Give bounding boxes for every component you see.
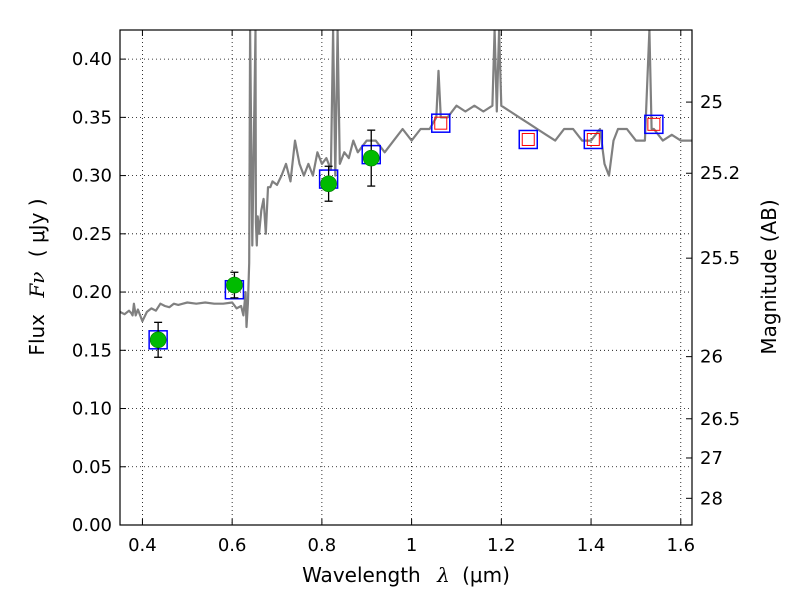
y2-tick-label: 26.5	[700, 409, 740, 430]
observed-flux-point	[149, 331, 167, 349]
x-tick-label: 1	[406, 535, 417, 556]
plot-area	[120, 30, 692, 358]
y-axis-label-symbol: Fν	[25, 272, 49, 299]
observed-flux-point	[362, 149, 380, 167]
model-square-point	[518, 129, 539, 150]
y2-tick-label: 25.5	[700, 248, 740, 269]
y-tick-label: 0.35	[72, 107, 112, 128]
x-tick-label: 0.8	[308, 535, 337, 556]
x-tick-label: 0.4	[128, 535, 157, 556]
y-tick-label: 0.20	[72, 282, 112, 303]
observed-flux-point	[320, 175, 337, 193]
model-square-point	[431, 113, 451, 133]
x-tick-label: 0.6	[218, 535, 247, 556]
x-axis-label: Wavelength λ (μm)	[302, 563, 510, 587]
plot-frame	[119, 29, 693, 526]
y-tick-label: 0.15	[72, 340, 112, 361]
upper-limit-square-point	[586, 132, 600, 146]
upper-limit-square-point	[521, 132, 535, 146]
y-tick-label: 0.05	[72, 457, 112, 478]
x-tick-label: 1.6	[666, 535, 695, 556]
y-tick-label: 0.25	[72, 224, 112, 245]
y-tick-label: 0.30	[72, 166, 112, 187]
x-axis-label-symbol: λ	[436, 563, 450, 587]
y2-tick-label: 25	[700, 92, 723, 113]
y-tick-label: 0.40	[72, 49, 112, 70]
upper-limit-square-point	[434, 116, 448, 130]
tick-labels: 0.4 0.6 0.8 1 1.2 1.4 1.6 0.00 0.05 0.10 0.15 0.20 0…	[72, 49, 740, 556]
y-axis-label-text: Flux	[25, 314, 49, 356]
upper-limit-square-point	[647, 117, 661, 131]
y-tick-label: 0.00	[72, 515, 112, 536]
y2-tick-label: 28	[700, 488, 723, 509]
model-square-point	[583, 129, 604, 150]
ticks	[120, 30, 692, 526]
y2-tick-label: 27	[700, 448, 723, 469]
x-axis-label-text: Wavelength	[302, 563, 421, 587]
y-tick-label: 0.10	[72, 399, 112, 420]
y-axis-label-unit: ( μJy )	[25, 198, 49, 257]
x-tick-label: 1.4	[577, 535, 606, 556]
y2-tick-label: 26	[700, 347, 723, 368]
y-axis-label: Flux Fν ( μJy )	[25, 198, 49, 355]
y2-axis-label: Magnitude (AB)	[757, 199, 781, 354]
observed-flux-point	[226, 276, 243, 294]
y2-tick-label: 25.2	[700, 163, 740, 184]
model-square-point	[644, 114, 664, 135]
x-tick-label: 1.2	[487, 535, 516, 556]
spectrum-line	[120, 30, 692, 329]
x-axis-label-unit: (μm)	[462, 563, 510, 587]
